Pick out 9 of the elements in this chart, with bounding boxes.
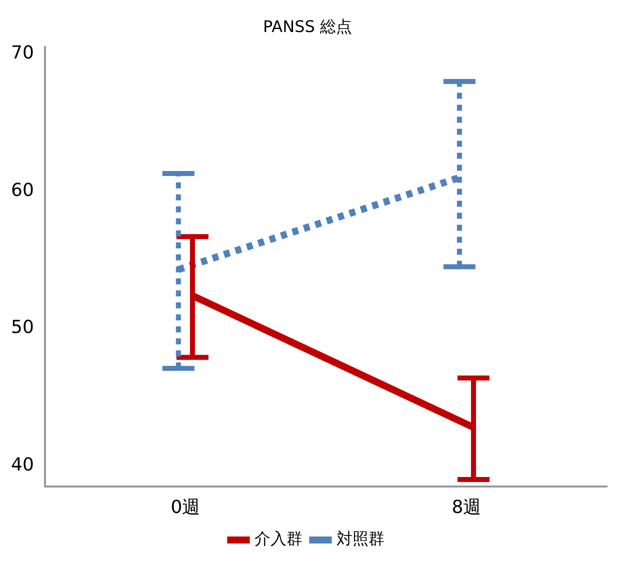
legend-label: 介入群 [254,529,302,548]
legend-label: 対照群 [336,529,384,548]
chart-title: PANSS 総点 [263,16,352,36]
y-tick-label: 60 [11,180,34,201]
y-tick-label: 70 [11,42,34,64]
y-tick-label: 40 [11,454,34,476]
y-tick-label: 50 [11,317,34,338]
x-tick-label: 0週 [170,496,200,518]
x-tick-label: 8週 [452,496,482,518]
